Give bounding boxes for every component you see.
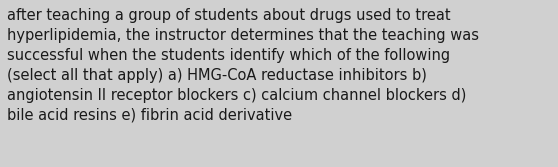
Text: after teaching a group of students about drugs used to treat
hyperlipidemia, the: after teaching a group of students about… — [7, 8, 479, 123]
